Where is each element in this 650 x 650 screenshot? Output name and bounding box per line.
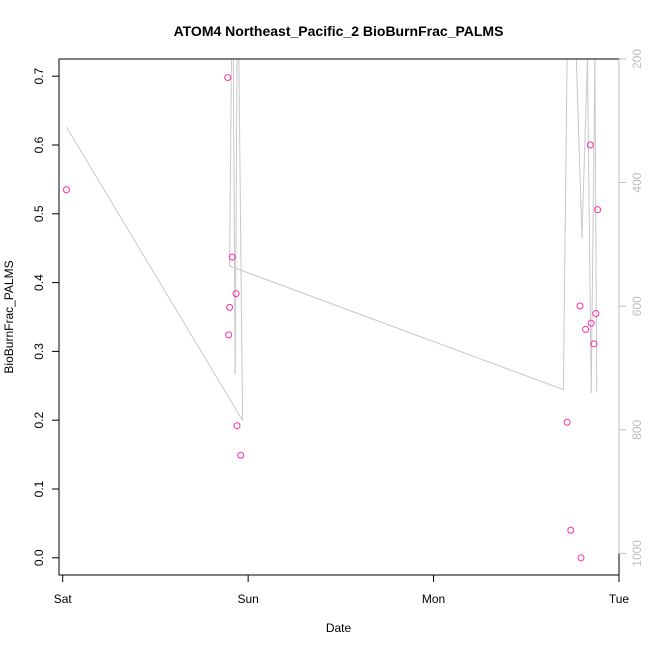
y2-tick-label: 800: [630, 419, 644, 439]
x-tick-label: Sun: [237, 592, 258, 606]
x-tick-label: Sat: [54, 592, 73, 606]
y-tick-label: 0.5: [32, 205, 46, 222]
data-point: [225, 331, 233, 339]
data-point: [62, 186, 70, 194]
line-segment: [238, 59, 244, 421]
y2-tick-label: 600: [630, 296, 644, 316]
x-tick-label: Mon: [422, 592, 445, 606]
line-segment: [581, 59, 588, 239]
line-segment: [65, 126, 244, 421]
data-point: [224, 74, 232, 82]
data-point: [590, 340, 598, 348]
data-point: [226, 303, 234, 311]
line-segment: [586, 59, 592, 393]
line-segment: [234, 59, 238, 375]
data-point: [587, 319, 595, 327]
line-segment: [229, 59, 232, 267]
data-point: [577, 554, 585, 562]
line-segment: [575, 59, 583, 239]
data-point: [228, 253, 236, 261]
line-segment: [229, 265, 564, 391]
y2-tick-label: 200: [630, 49, 644, 69]
y-axis-label: BioBurnFrac_PALMS: [2, 260, 16, 373]
data-point: [233, 422, 241, 430]
y2-tick-label: 1000: [630, 540, 644, 567]
data-point: [592, 310, 600, 318]
data-point: [237, 451, 245, 459]
plot-frame: [58, 58, 620, 576]
chart-title: ATOM4 Northeast_Pacific_2 BioBurnFrac_PA…: [174, 23, 504, 39]
series-points-group: [62, 74, 602, 562]
y-tick-label: 0.3: [32, 343, 46, 360]
series-line-group: [65, 59, 598, 421]
line-segment: [562, 59, 568, 390]
line-segment: [590, 59, 596, 393]
x-tick-label: Tue: [609, 592, 630, 606]
y-axis: 0.0 0.1 0.2 0.3 0.4 0.5 0.6 0.7: [32, 68, 60, 566]
y-tick-label: 0.0: [32, 549, 46, 566]
y-tick-label: 0.4: [32, 274, 46, 291]
data-point: [594, 206, 602, 214]
y-tick-label: 0.2: [32, 412, 46, 429]
data-point: [567, 526, 575, 534]
data-point: [563, 418, 571, 426]
y2-tick-label: 400: [630, 172, 644, 192]
y2-axis: 200 400 600 800 1000: [618, 49, 644, 567]
y-tick-label: 0.1: [32, 480, 46, 497]
x-axis-label: Date: [326, 621, 352, 635]
x-axis: Sat Sun Mon Tue: [54, 574, 630, 606]
data-point: [582, 325, 590, 333]
line-segment: [594, 59, 598, 393]
data-point: [586, 141, 594, 149]
line-segment: [232, 59, 236, 375]
y-tick-label: 0.6: [32, 136, 46, 153]
data-point: [576, 302, 584, 310]
y-tick-label: 0.7: [32, 68, 46, 85]
data-point: [232, 290, 240, 298]
